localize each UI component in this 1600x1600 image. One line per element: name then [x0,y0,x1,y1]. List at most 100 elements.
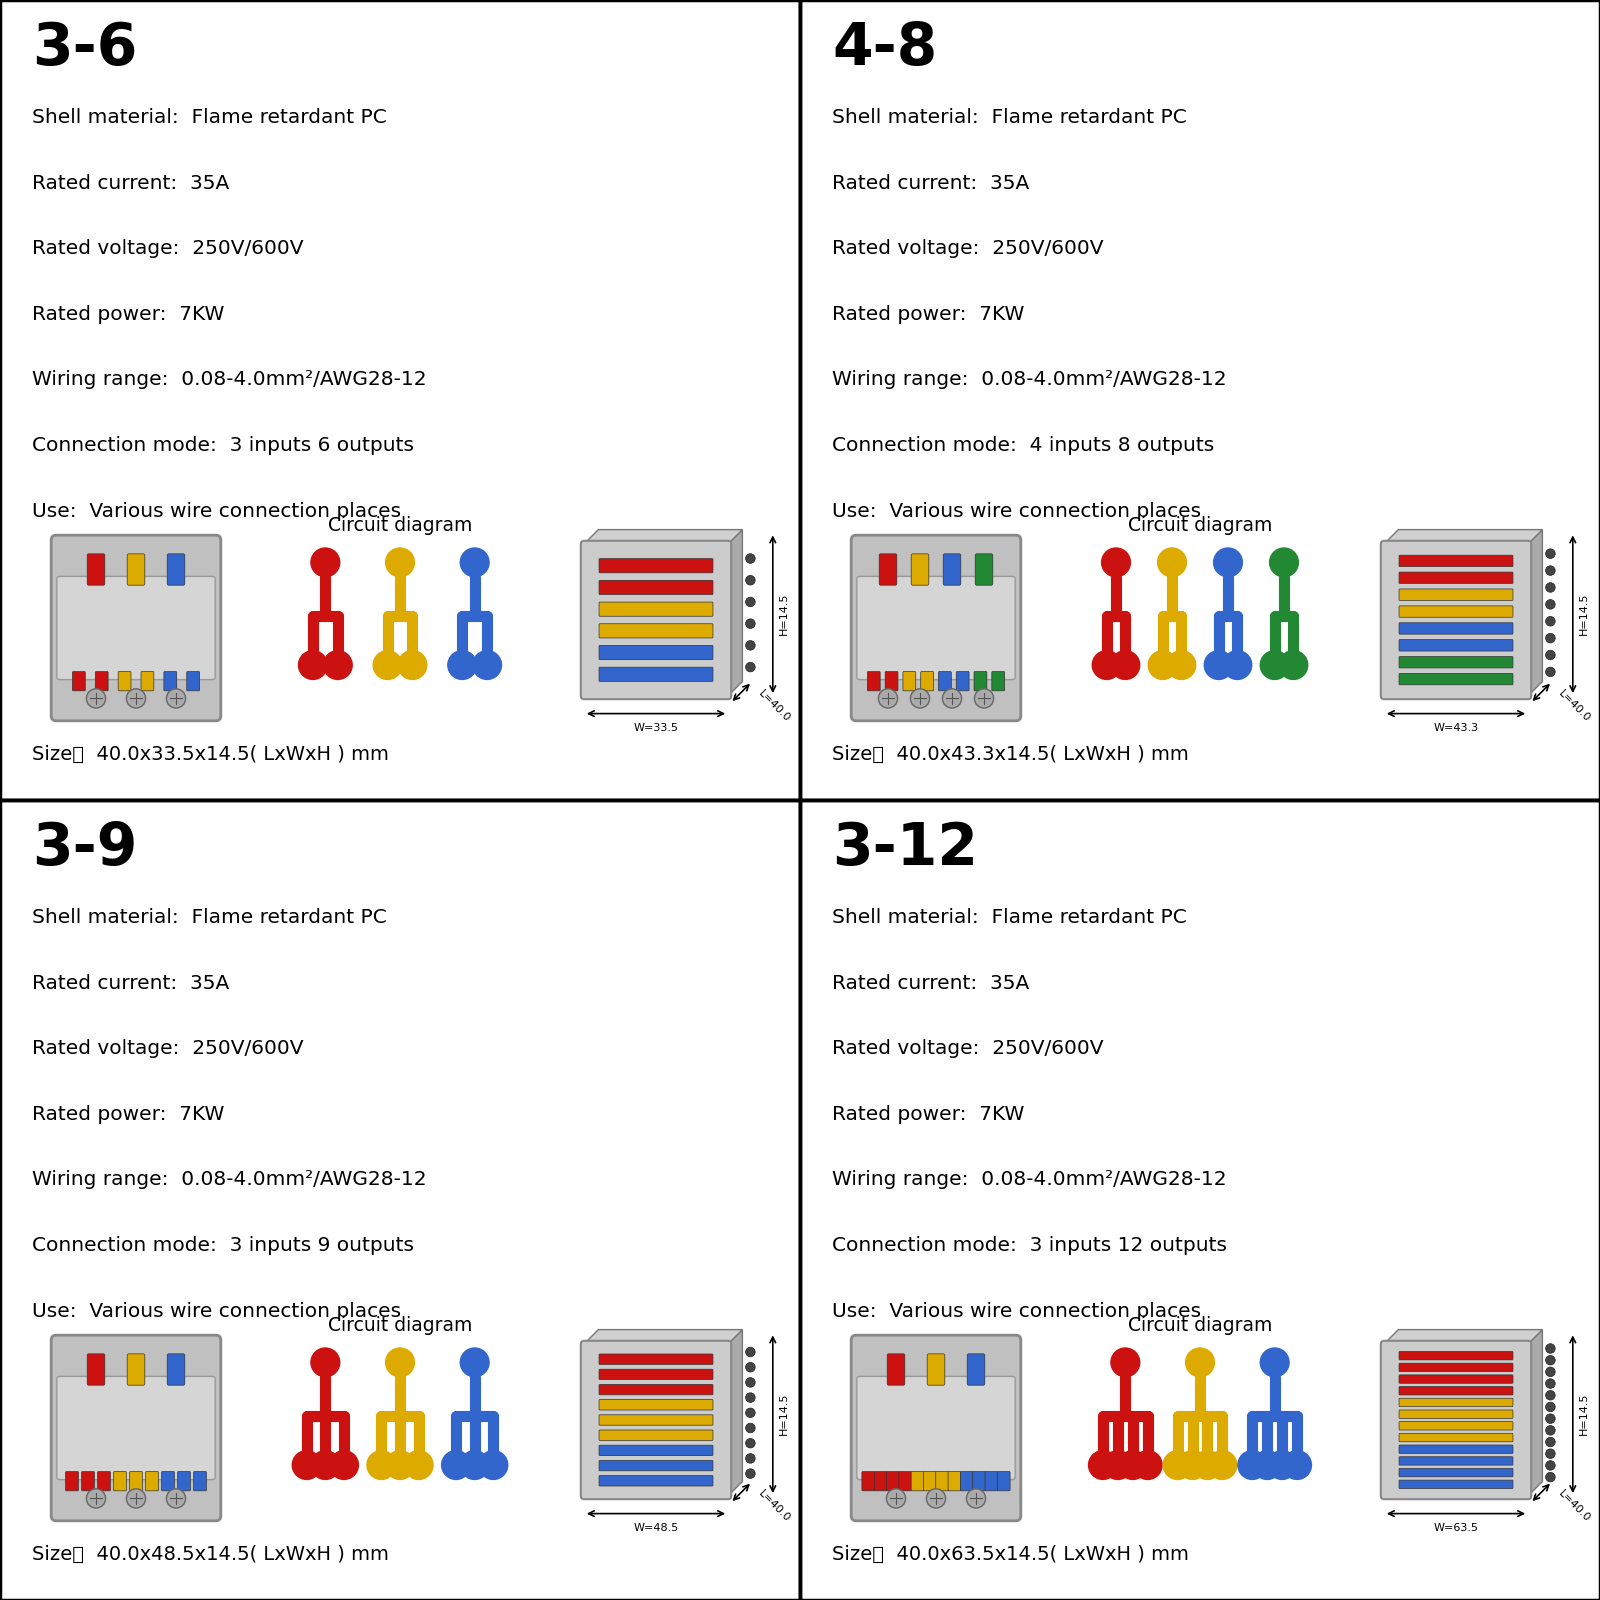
Circle shape [1546,1355,1555,1365]
Circle shape [1157,547,1187,578]
Circle shape [386,547,414,578]
FancyBboxPatch shape [598,1445,714,1456]
Text: Use:  Various wire connection places: Use: Various wire connection places [832,1302,1202,1320]
Circle shape [1101,547,1130,578]
Text: Rated power:  7KW: Rated power: 7KW [832,304,1024,323]
FancyBboxPatch shape [1398,555,1514,566]
FancyBboxPatch shape [187,672,200,691]
Circle shape [1546,582,1555,592]
Circle shape [126,688,146,707]
Circle shape [1110,1347,1139,1376]
Text: Rated power:  7KW: Rated power: 7KW [32,304,224,323]
Circle shape [942,688,962,707]
Circle shape [746,576,755,586]
Text: W=63.5: W=63.5 [1434,1523,1478,1533]
FancyBboxPatch shape [598,558,714,573]
FancyBboxPatch shape [949,1472,962,1491]
FancyBboxPatch shape [1398,1398,1514,1406]
FancyBboxPatch shape [51,534,221,720]
Polygon shape [728,530,742,696]
FancyBboxPatch shape [1398,622,1514,634]
Circle shape [323,651,352,680]
Polygon shape [1528,530,1542,696]
FancyBboxPatch shape [1398,1422,1514,1430]
Circle shape [366,1451,395,1480]
FancyBboxPatch shape [858,576,1016,680]
FancyBboxPatch shape [1398,1469,1514,1477]
Circle shape [1110,651,1139,680]
FancyBboxPatch shape [1381,541,1531,699]
FancyBboxPatch shape [1398,1352,1514,1360]
Text: W=33.5: W=33.5 [634,723,678,733]
Text: H=14.5: H=14.5 [779,1394,789,1435]
FancyBboxPatch shape [1398,573,1514,584]
Circle shape [886,1488,906,1507]
FancyBboxPatch shape [928,1354,944,1386]
Text: Shell material:  Flame retardant PC: Shell material: Flame retardant PC [32,909,387,926]
Text: Wiring range:  0.08-4.0mm²/AWG28-12: Wiring range: 0.08-4.0mm²/AWG28-12 [832,371,1227,389]
Circle shape [293,1451,322,1480]
Circle shape [310,547,339,578]
Text: H=14.5: H=14.5 [1579,1394,1589,1435]
Circle shape [1088,1451,1117,1480]
Text: Connection mode:  3 inputs 9 outputs: Connection mode: 3 inputs 9 outputs [32,1235,414,1254]
FancyBboxPatch shape [178,1472,190,1491]
Text: Wiring range:  0.08-4.0mm²/AWG28-12: Wiring range: 0.08-4.0mm²/AWG28-12 [32,371,427,389]
Circle shape [1546,600,1555,610]
Circle shape [1546,549,1555,558]
Text: Circuit diagram: Circuit diagram [328,515,472,534]
FancyBboxPatch shape [1398,1456,1514,1466]
FancyBboxPatch shape [858,1376,1016,1480]
FancyBboxPatch shape [114,1472,126,1491]
Text: Rated current:  35A: Rated current: 35A [32,173,229,192]
FancyBboxPatch shape [581,541,731,699]
FancyBboxPatch shape [974,672,987,691]
Circle shape [1546,1426,1555,1435]
Circle shape [746,619,755,629]
Circle shape [299,651,328,680]
Text: Rated power:  7KW: Rated power: 7KW [832,1104,1024,1123]
Circle shape [910,688,930,707]
Circle shape [926,1488,946,1507]
Text: Rated current:  35A: Rated current: 35A [32,973,229,992]
Circle shape [1163,1451,1192,1480]
Circle shape [1118,1451,1147,1480]
FancyBboxPatch shape [72,672,85,691]
Circle shape [1546,634,1555,643]
FancyBboxPatch shape [98,1472,110,1491]
Circle shape [746,662,755,672]
FancyBboxPatch shape [851,1334,1021,1520]
FancyBboxPatch shape [1398,640,1514,651]
FancyBboxPatch shape [944,554,960,586]
FancyBboxPatch shape [598,667,714,682]
FancyBboxPatch shape [194,1472,206,1491]
Circle shape [1238,1451,1267,1480]
Circle shape [746,1453,755,1462]
Text: Rated voltage:  250V/600V: Rated voltage: 250V/600V [32,238,304,258]
Circle shape [386,1451,414,1480]
FancyBboxPatch shape [886,1472,899,1491]
FancyBboxPatch shape [162,1472,174,1491]
FancyBboxPatch shape [598,1370,714,1379]
Polygon shape [728,1330,742,1496]
Text: 3-6: 3-6 [32,19,138,77]
FancyBboxPatch shape [96,672,109,691]
Text: Use:  Various wire connection places: Use: Various wire connection places [32,501,402,520]
FancyBboxPatch shape [885,672,898,691]
Text: L=40.0: L=40.0 [757,688,792,723]
Circle shape [1546,667,1555,677]
Circle shape [1253,1451,1282,1480]
Circle shape [1208,1451,1237,1480]
FancyBboxPatch shape [880,554,898,586]
Text: Rated power:  7KW: Rated power: 7KW [32,1104,224,1123]
Circle shape [1546,1402,1555,1411]
Text: Size：  40.0x43.3x14.5( LxWxH ) mm: Size： 40.0x43.3x14.5( LxWxH ) mm [832,746,1189,765]
FancyBboxPatch shape [88,554,106,586]
Text: Circuit diagram: Circuit diagram [1128,515,1272,534]
Circle shape [1261,651,1290,680]
Circle shape [86,1488,106,1507]
Circle shape [746,1438,755,1448]
Text: L=40.0: L=40.0 [1557,688,1592,723]
Text: W=43.3: W=43.3 [1434,723,1478,733]
FancyBboxPatch shape [973,1472,986,1491]
